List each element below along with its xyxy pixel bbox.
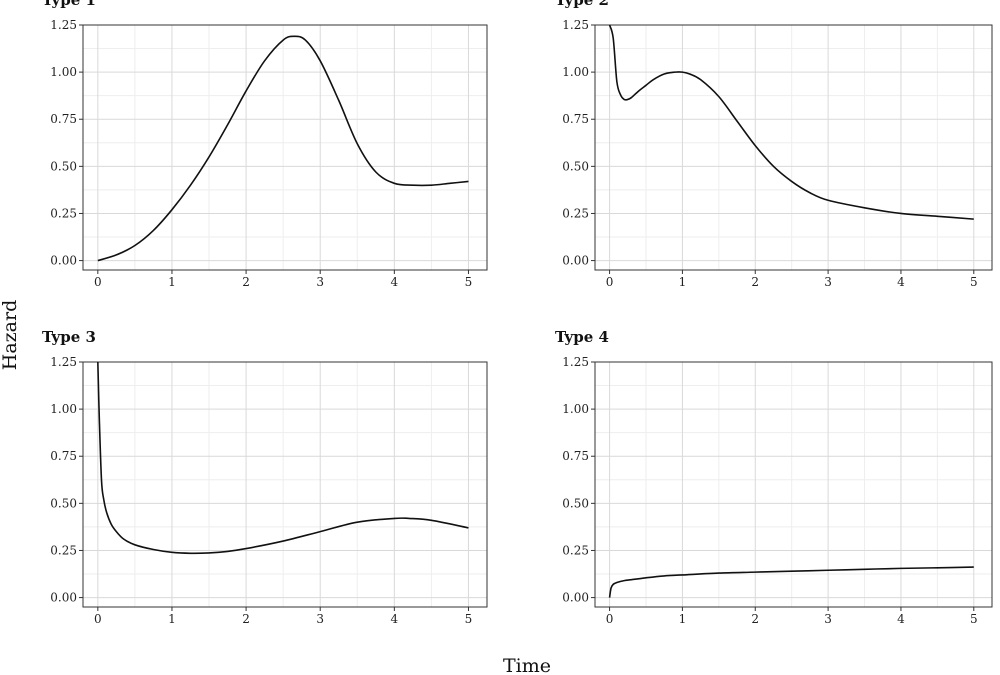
panel-frame: [594, 24, 993, 271]
x-tick-label: 3: [316, 612, 324, 626]
x-tick-label: 2: [242, 612, 250, 626]
x-tick-label: 5: [465, 612, 473, 626]
x-tick-label: 1: [679, 275, 687, 289]
panel-title: Type 4: [555, 328, 609, 346]
hazard-line: [608, 24, 974, 220]
y-tick-label: 1.00: [50, 65, 77, 79]
y-tick-label: 0.50: [50, 159, 77, 173]
y-tick-label: 0.75: [562, 449, 589, 463]
y-tick-label: 0.00: [562, 254, 589, 268]
y-tick-label: 0.25: [50, 206, 77, 220]
panel-frame: [82, 361, 488, 608]
x-tick-label: 2: [751, 612, 759, 626]
x-tick-label: 0: [606, 612, 614, 626]
y-tick-label: 1.25: [562, 18, 589, 32]
y-tick-label: 0.25: [50, 543, 77, 557]
hazard-line: [97, 361, 469, 555]
x-tick-label: 5: [970, 275, 978, 289]
x-tick-label: 2: [242, 275, 250, 289]
x-tick-label: 1: [168, 275, 176, 289]
y-tick-label: 0.50: [562, 496, 589, 510]
panel-title: Type 2: [555, 0, 609, 9]
x-tick-label: 3: [824, 612, 832, 626]
panel-3: Type 3 0 1 2 3 4 5 0.00 0.25 0.50 0.75 1.00 1.25: [42, 328, 488, 626]
x-tick-label: 3: [316, 275, 324, 289]
y-tick-label: 0.25: [562, 543, 589, 557]
x-tick-label: 0: [94, 275, 102, 289]
x-tick-label: 4: [897, 612, 905, 626]
x-tick-label: 4: [391, 275, 399, 289]
x-tick-label: 2: [751, 275, 759, 289]
y-tick-label: 0.50: [562, 159, 589, 173]
y-tick-label: 1.00: [50, 402, 77, 416]
x-tick-label: 4: [897, 275, 905, 289]
y-tick-label: 1.25: [562, 355, 589, 369]
y-axis-title: Hazard: [0, 300, 21, 370]
panel-frame: [82, 24, 488, 271]
x-axis-title: Time: [503, 655, 551, 675]
y-tick-label: 0.75: [562, 112, 589, 126]
panel-1: Type 1 0 1 2 3 4 5 0.00 0.25 0.50 0.75 1.00 1.25: [42, 0, 488, 289]
panels-container: Type 10 1 2 3 4 50.000.250.500.751.001.25Type…: [42, 0, 993, 626]
panel-title: Type 3: [42, 328, 96, 346]
y-tick-label: 1.00: [562, 402, 589, 416]
x-tick-label: 1: [168, 612, 176, 626]
y-tick-label: 0.75: [50, 112, 77, 126]
panel-frame: [594, 361, 993, 608]
panel-2: Type 2 0 1 2 3 4 5 0.00 0.25 0.50 0.75 1.00 1.25: [555, 0, 993, 289]
y-tick-label: 0.00: [562, 591, 589, 605]
y-tick-label: 1.25: [50, 18, 77, 32]
x-tick-label: 1: [679, 612, 687, 626]
y-tick-label: 0.00: [50, 591, 77, 605]
hazard-line: [97, 35, 469, 262]
x-tick-label: 5: [970, 612, 978, 626]
y-tick-label: 1.00: [562, 65, 589, 79]
y-tick-label: 0.75: [50, 449, 77, 463]
y-tick-label: 1.25: [50, 355, 77, 369]
y-tick-label: 0.50: [50, 496, 77, 510]
x-tick-label: 5: [465, 275, 473, 289]
x-tick-label: 4: [391, 612, 399, 626]
panel-title: Type 1: [42, 0, 96, 9]
x-tick-label: 0: [94, 612, 102, 626]
y-tick-label: 0.00: [50, 254, 77, 268]
panel-4: Type 4 0 1 2 3 4 5 0.00 0.25 0.50 0.75 1.00 1.25: [555, 328, 993, 626]
x-tick-label: 3: [824, 275, 832, 289]
y-tick-label: 0.25: [562, 206, 589, 220]
hazard-line: [608, 566, 974, 598]
x-tick-label: 0: [606, 275, 614, 289]
